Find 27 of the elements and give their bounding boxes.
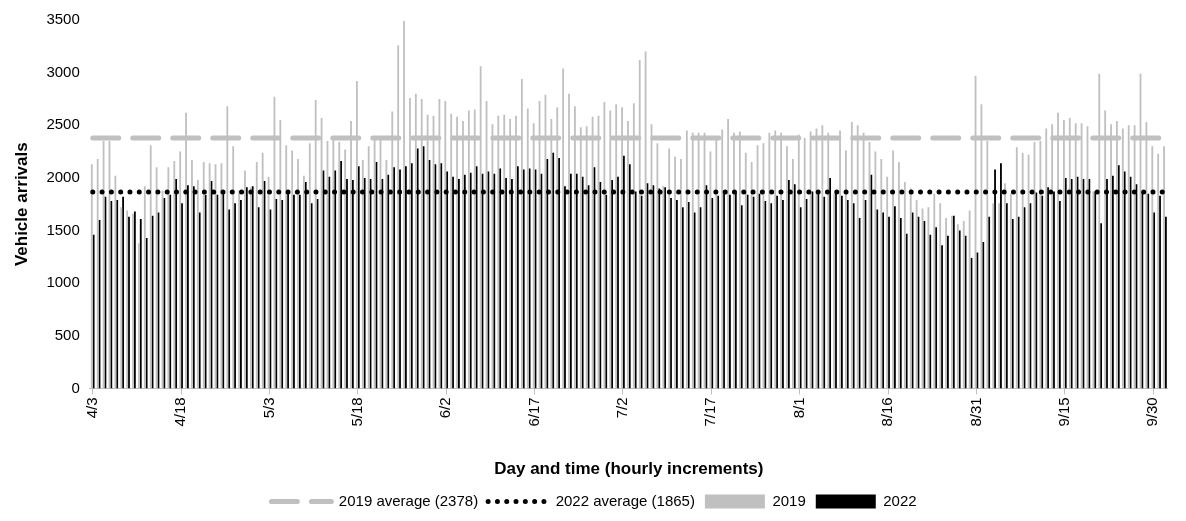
legend-label: 2022	[883, 491, 917, 509]
legend-label: 2019 average (2378)	[338, 491, 479, 509]
x-tick-label: 9/30	[1143, 397, 1161, 427]
y-axis-title: Vehicle arrivals	[11, 142, 31, 267]
legend-label: 2019	[772, 491, 806, 509]
x-tick-label: 8/1	[789, 397, 807, 419]
x-tick-label: 8/31	[966, 397, 984, 427]
y-tick-label: 3500	[46, 10, 80, 28]
x-tick-label: 5/3	[259, 397, 277, 419]
x-tick-label: 5/18	[347, 397, 365, 427]
legend-label: 2022 average (1865)	[555, 491, 695, 509]
x-tick-label: 7/17	[701, 397, 719, 427]
y-tick-label: 2000	[46, 168, 80, 186]
y-tick-label: 1000	[46, 273, 80, 291]
x-tick-label: 9/15	[1054, 397, 1072, 427]
x-axis-title: Day and time (hourly increments)	[494, 459, 764, 479]
y-tick-label: 0	[71, 378, 80, 396]
x-tick-label: 4/3	[82, 397, 100, 419]
y-tick-label: 3000	[46, 62, 80, 80]
x-tick-label: 7/2	[613, 397, 631, 419]
x-tick-label: 6/17	[524, 397, 542, 427]
y-tick-label: 500	[54, 325, 80, 343]
y-tick-label: 2500	[46, 115, 80, 133]
x-tick-label: 6/2	[436, 397, 454, 419]
y-tick-label: 1500	[46, 220, 80, 238]
x-tick-label: 8/16	[878, 397, 896, 427]
x-tick-label: 4/18	[171, 397, 189, 427]
